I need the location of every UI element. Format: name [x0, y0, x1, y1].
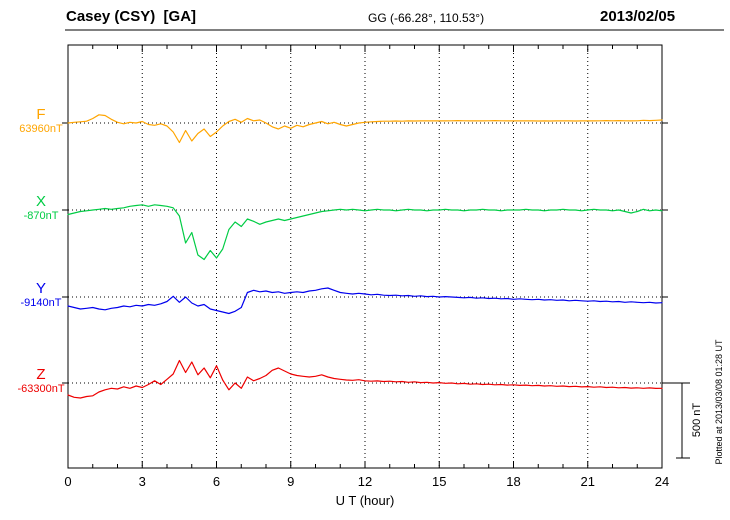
trace-f	[67, 114, 663, 144]
component-label-x: X	[35, 193, 46, 210]
geographic-coordinates: GG (-66.28°, 110.53°)	[368, 11, 485, 25]
x-axis-label: U T (hour)	[335, 493, 395, 508]
station-title: Casey (CSY) [GA]	[66, 8, 197, 25]
component-group-y: Y -9140nT	[2, 280, 80, 310]
plot-date: 2013/02/05	[600, 8, 676, 25]
component-label-y: Y	[35, 280, 46, 297]
component-group-f: F 63960nT	[2, 106, 80, 136]
trace-x	[67, 204, 663, 261]
component-baseline-f: 63960nT	[19, 123, 63, 135]
component-baseline-x: -870nT	[23, 210, 59, 222]
component-baseline-z: -63300nT	[17, 383, 65, 395]
trace-z	[67, 359, 663, 399]
component-group-z: Z -63300nT	[2, 366, 80, 396]
scale-bar-label: 500 nT	[691, 402, 703, 438]
component-group-x: X -870nT	[2, 193, 80, 223]
component-label-f: F	[36, 106, 46, 123]
plotted-at-note: Plotted at 2013/03/08 01:28 UT	[714, 339, 724, 465]
trace-y	[67, 287, 663, 315]
plot-frame	[67, 44, 663, 469]
component-baseline-y: -9140nT	[20, 297, 62, 309]
component-label-z: Z	[36, 366, 46, 383]
